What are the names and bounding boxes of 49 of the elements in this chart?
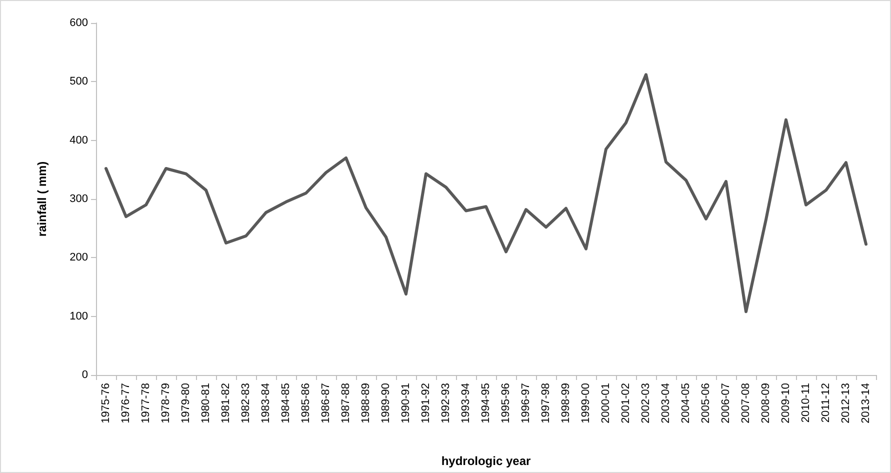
- x-tick-label: 1991-92: [420, 383, 432, 424]
- x-tick-label: 1995-96: [500, 383, 512, 424]
- y-axis-title: rainfall ( mm): [35, 161, 49, 237]
- x-tick-label: 2001-02: [620, 383, 632, 424]
- x-tick-label: 2002-03: [640, 383, 652, 424]
- x-axis-title: hydrologic year: [441, 454, 532, 468]
- x-tick-label: 2000-01: [600, 383, 612, 424]
- x-tick-label: 1979-80: [180, 383, 192, 424]
- x-tick-label: 2005-06: [700, 383, 712, 424]
- x-tick-label: 1978-79: [160, 383, 172, 424]
- x-tick-label: 2007-08: [740, 383, 752, 424]
- y-tick-label: 200: [70, 252, 88, 264]
- x-tick-label: 1983-84: [260, 383, 272, 424]
- x-tick-label: 1980-81: [200, 383, 212, 424]
- x-tick-label: 1996-97: [520, 383, 532, 424]
- x-tick-label: 1986-87: [320, 383, 332, 424]
- x-tick-label: 2010-11: [800, 383, 812, 423]
- x-tick-label: 1997-98: [540, 383, 552, 424]
- x-tick-label: 2003-04: [660, 383, 672, 424]
- y-tick-label: 0: [82, 369, 88, 381]
- x-tick-label: 1982-83: [240, 383, 252, 424]
- x-tick-label: 1994-95: [480, 383, 492, 424]
- x-tick-label: 1993-94: [460, 383, 472, 424]
- x-tick-label: 1992-93: [440, 383, 452, 424]
- x-tick-label: 2013-14: [860, 383, 872, 424]
- x-tick-label: 1999-00: [580, 383, 592, 424]
- x-tick-label: 1987-88: [340, 383, 352, 424]
- x-tick-label: 1984-85: [280, 383, 292, 424]
- x-tick-label: 1989-90: [380, 383, 392, 424]
- x-tick-label: 1985-86: [300, 383, 312, 424]
- y-tick-label: 100: [70, 310, 88, 322]
- x-tick-label: 2004-05: [680, 383, 692, 424]
- x-tick-label: 1975-76: [100, 383, 112, 424]
- x-tick-label: 1976-77: [120, 383, 132, 424]
- x-tick-label: 1990-91: [400, 383, 412, 424]
- line-series: [104, 73, 868, 314]
- x-tick-label: 2006-07: [720, 383, 732, 424]
- x-tick-label: 2012-13: [840, 383, 852, 424]
- x-tick-label: 1977-78: [140, 383, 152, 424]
- y-tick-label: 300: [70, 193, 88, 205]
- x-tick-label: 1981-82: [220, 383, 232, 424]
- y-tick-label: 400: [70, 134, 88, 146]
- x-tick-label: 2011-12: [820, 383, 832, 423]
- x-tick-label: 1998-99: [560, 383, 572, 424]
- y-tick-label: 500: [70, 76, 88, 88]
- x-tick-label: 2008-09: [760, 383, 772, 424]
- y-tick-label: 600: [70, 17, 88, 29]
- x-tick-label: 1988-89: [360, 383, 372, 424]
- x-tick-label: 2009-10: [780, 383, 792, 424]
